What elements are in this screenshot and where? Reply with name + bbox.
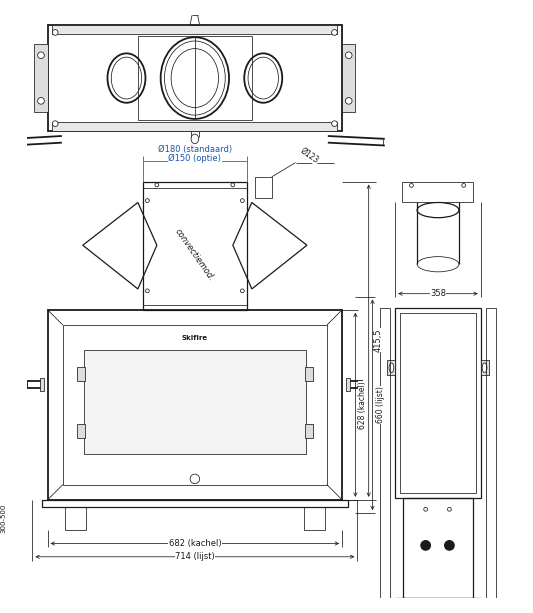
- Text: 358: 358: [430, 289, 446, 298]
- Bar: [305, 424, 313, 438]
- Bar: [403, 498, 473, 598]
- Ellipse shape: [332, 121, 337, 126]
- Bar: [77, 367, 85, 381]
- Bar: [305, 367, 313, 381]
- Ellipse shape: [332, 29, 337, 36]
- Ellipse shape: [38, 52, 44, 59]
- Ellipse shape: [345, 52, 352, 59]
- Ellipse shape: [421, 541, 431, 550]
- Ellipse shape: [155, 183, 159, 187]
- Text: 682 (kachel): 682 (kachel): [168, 539, 221, 548]
- Bar: [40, 378, 44, 390]
- Bar: [34, 44, 47, 112]
- Bar: [387, 360, 395, 375]
- Ellipse shape: [146, 199, 149, 202]
- Ellipse shape: [38, 97, 44, 104]
- Ellipse shape: [190, 474, 199, 484]
- Ellipse shape: [52, 121, 58, 126]
- Bar: [84, 350, 306, 454]
- Bar: [304, 508, 325, 530]
- Ellipse shape: [448, 508, 451, 511]
- Text: Ø150 (optie): Ø150 (optie): [168, 154, 221, 164]
- Ellipse shape: [240, 289, 244, 293]
- Text: 415,5: 415,5: [374, 329, 383, 352]
- Bar: [346, 378, 350, 390]
- Bar: [52, 25, 337, 34]
- Bar: [487, 308, 496, 598]
- Bar: [448, 604, 470, 613]
- Ellipse shape: [231, 183, 235, 187]
- Ellipse shape: [445, 541, 454, 550]
- Text: Skifire: Skifire: [182, 335, 208, 341]
- Text: 660 (lijst): 660 (lijst): [376, 386, 385, 423]
- Bar: [407, 604, 427, 613]
- Ellipse shape: [146, 289, 149, 293]
- Bar: [52, 122, 337, 131]
- Bar: [255, 177, 272, 198]
- Text: 714 (lijst): 714 (lijst): [175, 552, 215, 562]
- Ellipse shape: [424, 508, 427, 511]
- Bar: [402, 181, 473, 202]
- Bar: [380, 308, 390, 598]
- Ellipse shape: [240, 199, 244, 202]
- Bar: [481, 360, 489, 375]
- Bar: [47, 310, 342, 500]
- Text: Ø180 (standaard): Ø180 (standaard): [158, 145, 232, 154]
- Bar: [63, 325, 327, 485]
- Text: verstelbaar
300-500: verstelbaar 300-500: [0, 499, 6, 539]
- Bar: [77, 424, 85, 438]
- Ellipse shape: [52, 29, 58, 36]
- Ellipse shape: [345, 97, 352, 104]
- Bar: [342, 44, 356, 112]
- Text: convectiemod.: convectiemod.: [173, 227, 216, 283]
- Ellipse shape: [191, 134, 199, 143]
- Bar: [42, 500, 348, 508]
- Bar: [395, 598, 481, 604]
- Ellipse shape: [482, 363, 487, 373]
- Ellipse shape: [409, 183, 413, 188]
- Ellipse shape: [389, 363, 394, 373]
- Ellipse shape: [462, 183, 465, 188]
- Bar: [143, 181, 247, 310]
- Bar: [395, 308, 481, 498]
- Bar: [64, 508, 86, 530]
- Bar: [400, 313, 476, 493]
- Bar: [138, 36, 252, 120]
- Text: 628 (kachel): 628 (kachel): [359, 381, 367, 428]
- Text: Ø123: Ø123: [299, 147, 321, 166]
- Bar: [47, 25, 342, 131]
